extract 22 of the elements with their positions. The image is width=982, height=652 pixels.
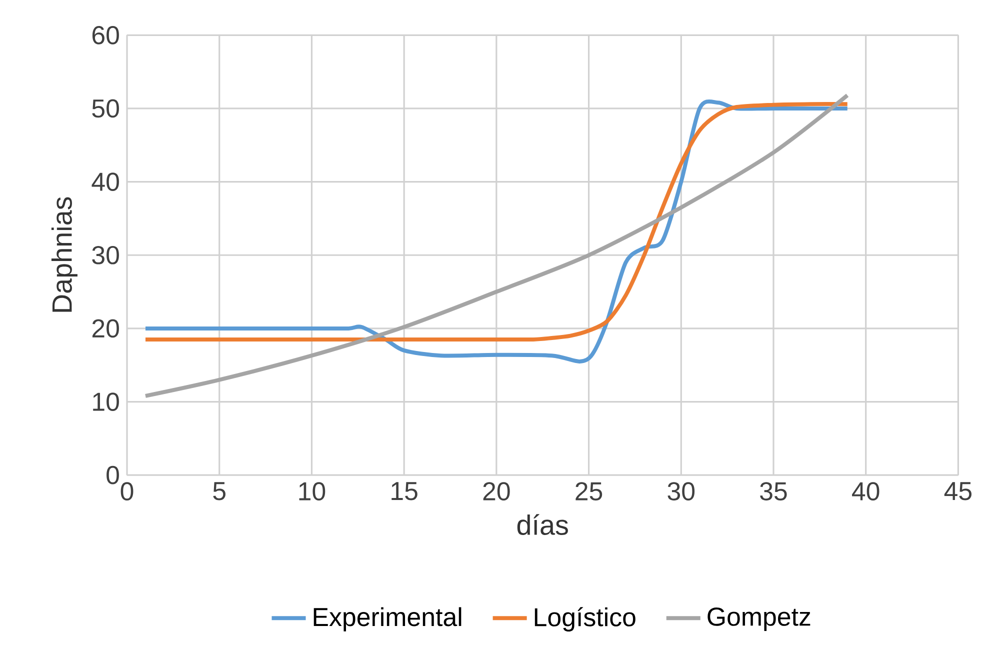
- x-tick-label: 0: [120, 482, 134, 500]
- y-tick-label: 50: [92, 99, 119, 118]
- legend-label: Gompetz: [708, 608, 810, 632]
- x-tick-label: 20: [483, 482, 510, 500]
- legend-label: Logístico: [534, 607, 636, 632]
- y-axis-title: Daphnias: [51, 197, 78, 312]
- y-tick-label: 30: [92, 246, 119, 264]
- x-tick-label: 35: [760, 482, 787, 500]
- x-tick-label: 45: [944, 482, 972, 500]
- x-tick-label: 30: [668, 482, 695, 500]
- y-tick-label: 20: [92, 319, 119, 338]
- y-tick-label: 40: [92, 172, 119, 191]
- y-tick-label: 10: [93, 392, 119, 411]
- x-axis-title: días: [517, 514, 568, 535]
- legend-label: Experimental: [314, 607, 462, 632]
- x-tick-label: 5: [213, 482, 226, 500]
- x-tick-label: 40: [852, 482, 880, 500]
- x-tick-label: 15: [392, 482, 418, 500]
- x-tick-label: 10: [299, 482, 326, 500]
- y-tick-label: 60: [92, 26, 119, 44]
- y-tick-label: 0: [106, 466, 119, 484]
- x-tick-label: 25: [576, 482, 602, 500]
